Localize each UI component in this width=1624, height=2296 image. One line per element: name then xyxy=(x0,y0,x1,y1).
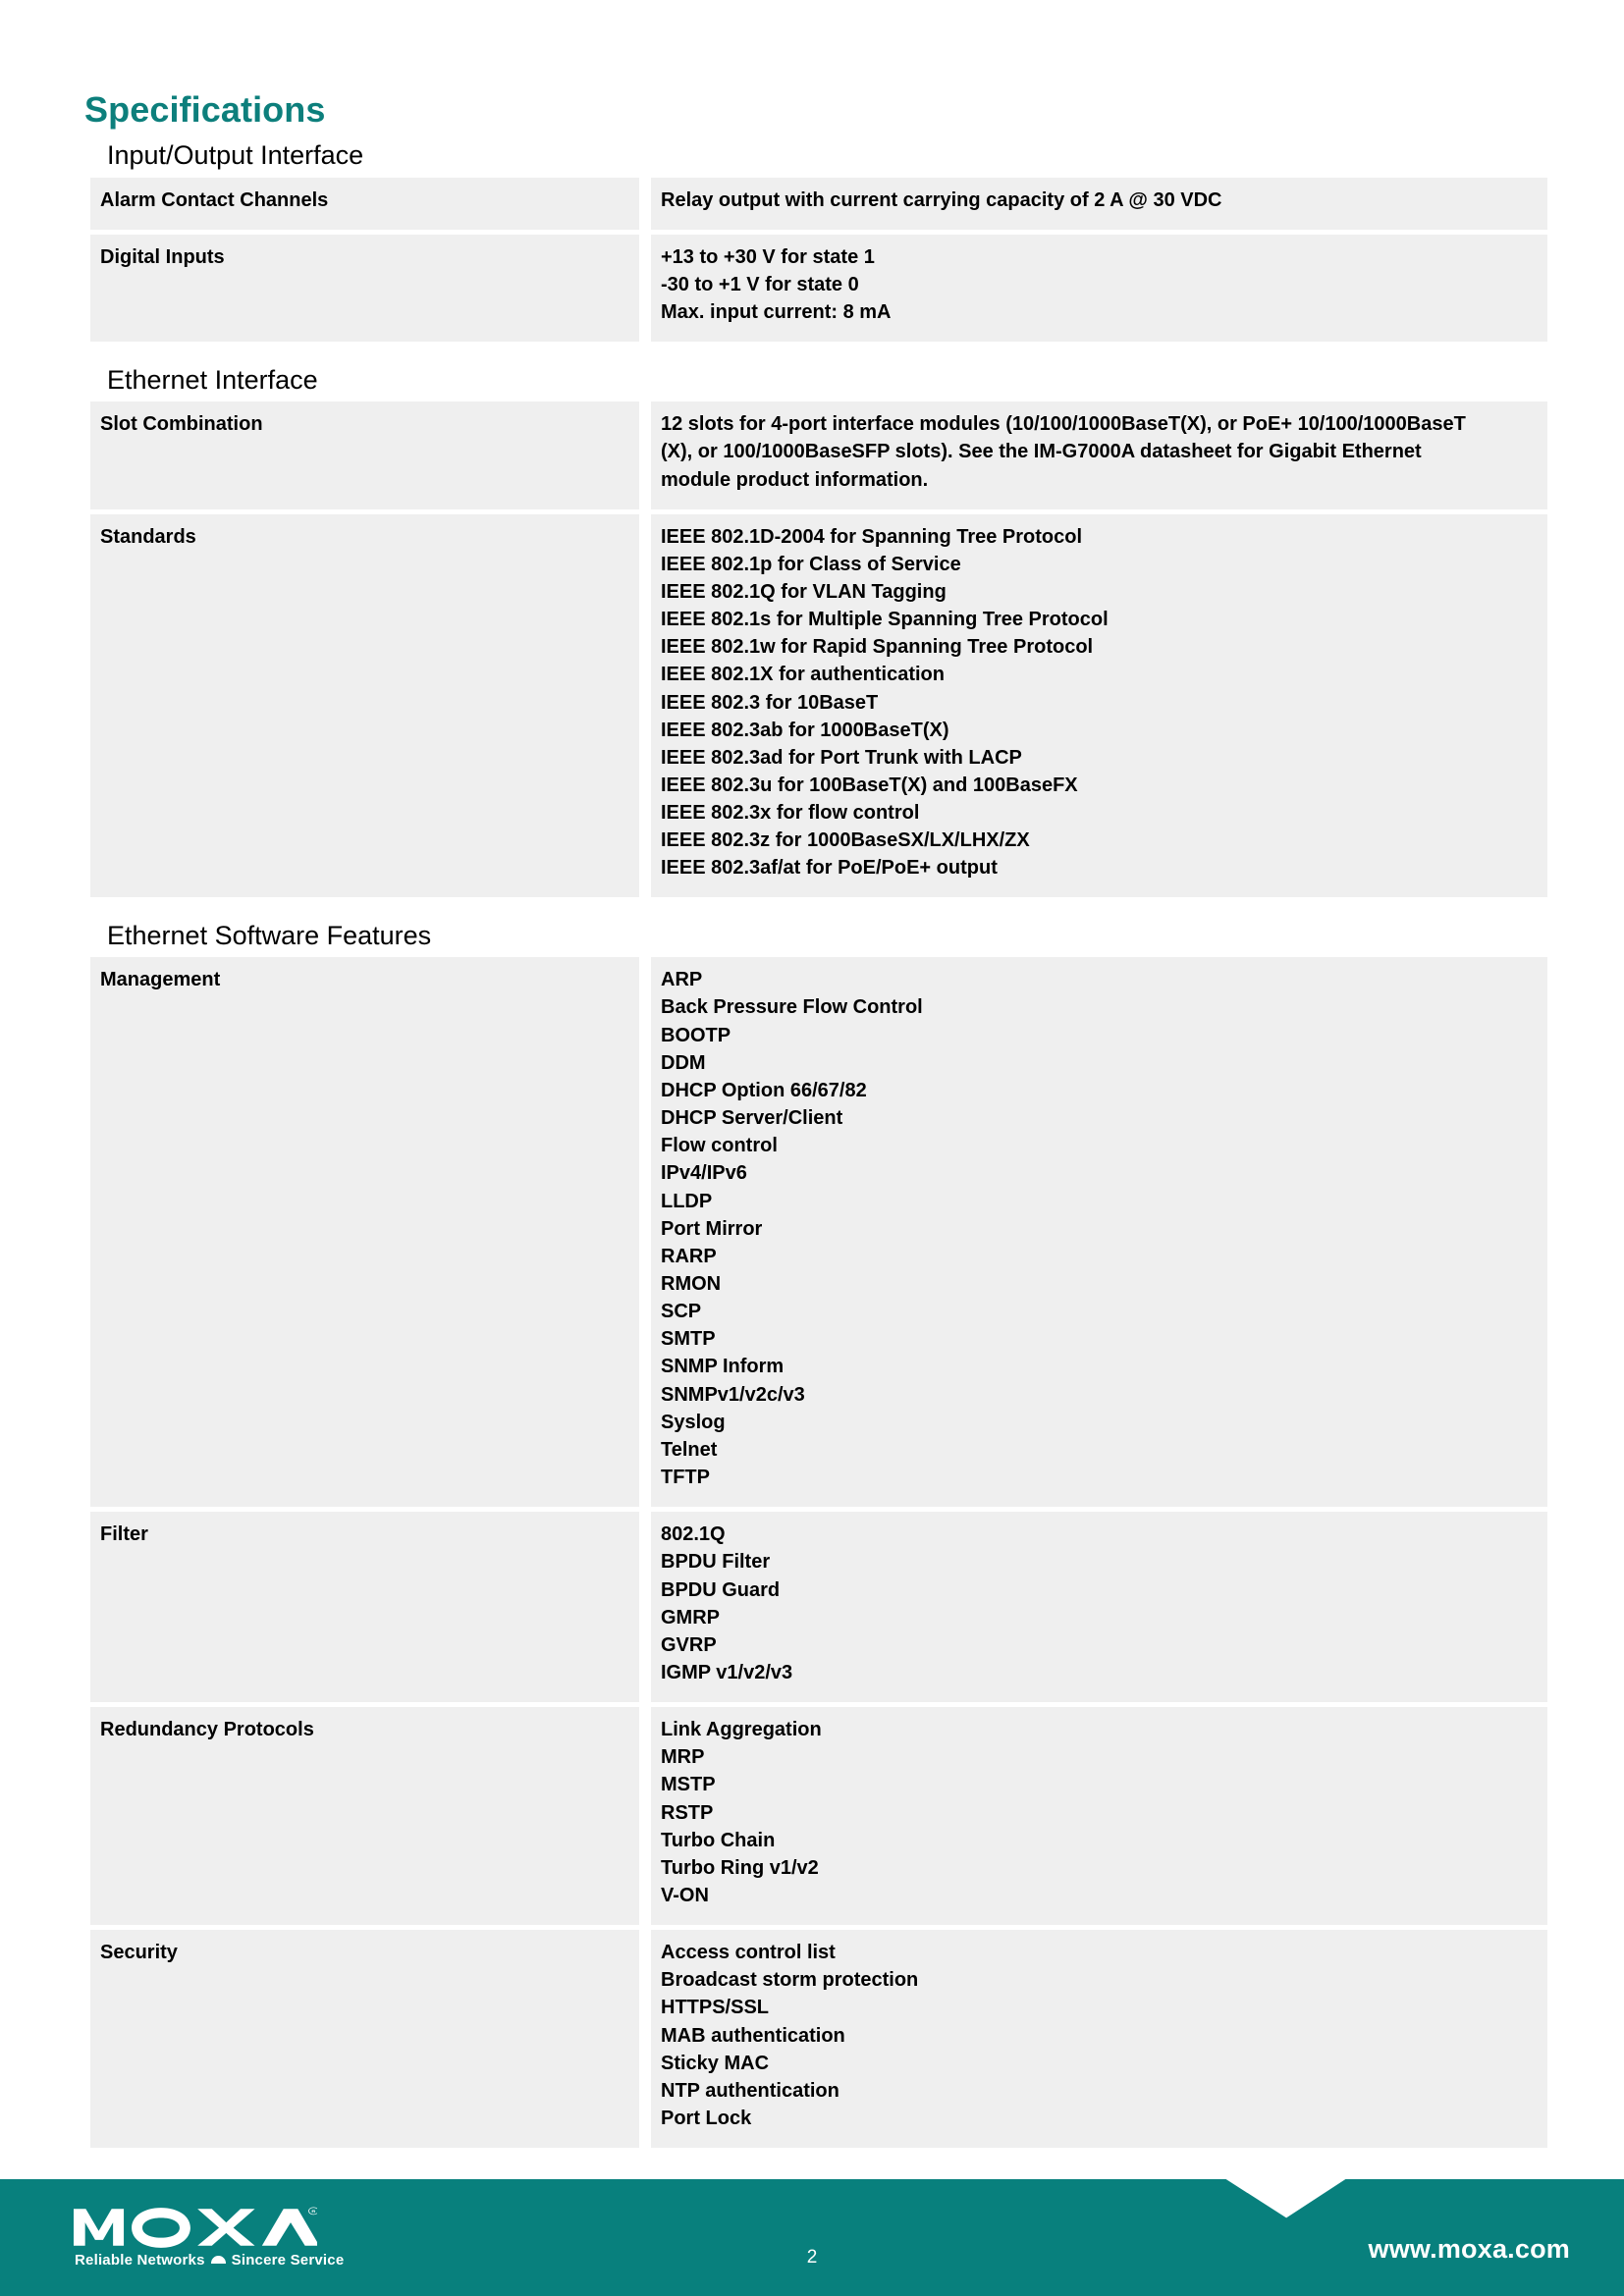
svg-text:R: R xyxy=(311,2209,316,2214)
